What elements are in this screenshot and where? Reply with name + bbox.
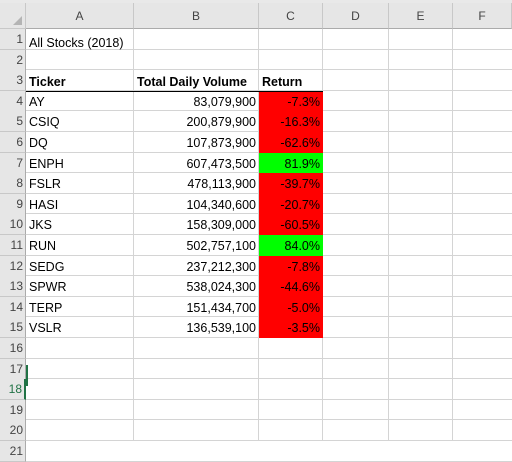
volume-cell[interactable]: 538,024,300 bbox=[186, 279, 256, 294]
gridline-vertical bbox=[258, 29, 259, 441]
return-cell[interactable]: -16.3% bbox=[259, 111, 323, 132]
volume-cell[interactable]: 502,757,100 bbox=[186, 238, 256, 253]
ticker-cell[interactable]: FSLR bbox=[29, 176, 61, 191]
volume-cell[interactable]: 104,340,600 bbox=[186, 197, 256, 212]
column-header-b[interactable]: B bbox=[134, 3, 259, 29]
row-header-21[interactable]: 21 bbox=[0, 441, 26, 462]
volume-cell[interactable]: 237,212,300 bbox=[186, 259, 256, 274]
gridline-horizontal bbox=[26, 69, 512, 70]
row-header-15[interactable]: 15 bbox=[0, 317, 26, 339]
ticker-cell[interactable]: JKS bbox=[29, 217, 52, 232]
ribbon-edge bbox=[0, 0, 512, 3]
row-header-14[interactable]: 14 bbox=[0, 296, 26, 318]
row-header-17[interactable]: 17 bbox=[0, 358, 26, 380]
volume-cell[interactable]: 83,079,900 bbox=[193, 94, 256, 109]
column-header-c[interactable]: C bbox=[259, 3, 323, 29]
row-header-1[interactable]: 1 bbox=[0, 29, 26, 50]
row-header-13[interactable]: 13 bbox=[0, 276, 26, 298]
row-header-12[interactable]: 12 bbox=[0, 255, 26, 277]
volume-cell[interactable]: 478,113,900 bbox=[187, 176, 256, 191]
row-header-4[interactable]: 4 bbox=[0, 90, 26, 112]
row-header-2[interactable]: 2 bbox=[0, 49, 26, 71]
gridline-horizontal bbox=[26, 90, 512, 91]
ticker-cell[interactable]: AY bbox=[29, 94, 45, 109]
row-header-20[interactable]: 20 bbox=[0, 420, 26, 442]
return-cell[interactable]: -39.7% bbox=[259, 173, 323, 194]
column-header-e[interactable]: E bbox=[389, 3, 453, 29]
gridline-horizontal bbox=[26, 358, 512, 359]
ticker-cell[interactable]: VSLR bbox=[29, 320, 62, 335]
return-cell[interactable]: -3.5% bbox=[259, 317, 323, 338]
row-header-16[interactable]: 16 bbox=[0, 338, 26, 359]
volume-cell[interactable]: 151,434,700 bbox=[186, 300, 256, 315]
select-all-triangle-icon bbox=[13, 16, 22, 25]
header-border bbox=[26, 91, 323, 92]
ticker-cell[interactable]: TERP bbox=[29, 300, 63, 315]
gridline-horizontal bbox=[26, 399, 512, 400]
return-cell[interactable]: -7.3% bbox=[259, 91, 323, 112]
ticker-cell[interactable]: RUN bbox=[29, 238, 57, 253]
row-header-19[interactable]: 19 bbox=[0, 399, 26, 421]
column-header-d[interactable]: D bbox=[323, 3, 389, 29]
gridline-vertical bbox=[388, 29, 389, 441]
ticker-cell[interactable]: CSIQ bbox=[29, 114, 60, 129]
header-volume[interactable]: Total Daily Volume bbox=[137, 74, 247, 89]
row-header-11[interactable]: 11 bbox=[0, 235, 26, 256]
return-cell[interactable]: 81.9% bbox=[259, 153, 323, 174]
row-header-8[interactable]: 8 bbox=[0, 173, 26, 195]
return-cell[interactable]: -44.6% bbox=[259, 276, 323, 297]
gridline-vertical bbox=[452, 29, 453, 441]
gridline-vertical bbox=[133, 29, 134, 441]
cell-a1-title[interactable]: All Stocks (2018) bbox=[29, 35, 124, 50]
ticker-cell[interactable]: DQ bbox=[29, 135, 48, 150]
gridline-horizontal bbox=[26, 49, 512, 50]
header-return[interactable]: Return bbox=[262, 74, 303, 89]
row-header-5[interactable]: 5 bbox=[0, 111, 26, 133]
gridline-horizontal bbox=[26, 419, 512, 420]
header-ticker[interactable]: Ticker bbox=[29, 74, 66, 89]
active-cell-indicator bbox=[26, 365, 28, 386]
select-all-button[interactable] bbox=[0, 3, 26, 29]
volume-cell[interactable]: 200,879,900 bbox=[186, 114, 256, 129]
return-cell[interactable]: -62.6% bbox=[259, 132, 323, 153]
row-header-18[interactable]: 18 bbox=[0, 379, 26, 401]
return-cell[interactable]: -20.7% bbox=[259, 194, 323, 215]
return-cell[interactable]: -7.8% bbox=[259, 256, 323, 277]
ticker-cell[interactable]: SEDG bbox=[29, 259, 65, 274]
row-header-7[interactable]: 7 bbox=[0, 152, 26, 174]
row-header-3[interactable]: 3 bbox=[0, 70, 26, 92]
volume-cell[interactable]: 158,309,000 bbox=[186, 217, 256, 232]
row-header-9[interactable]: 9 bbox=[0, 193, 26, 215]
ticker-cell[interactable]: ENPH bbox=[29, 156, 64, 171]
volume-cell[interactable]: 607,473,500 bbox=[186, 156, 256, 171]
row-header-6[interactable]: 6 bbox=[0, 132, 26, 153]
ticker-cell[interactable]: SPWR bbox=[29, 279, 67, 294]
volume-cell[interactable]: 107,873,900 bbox=[186, 135, 256, 150]
return-cell[interactable]: -5.0% bbox=[259, 297, 323, 318]
gridline-horizontal bbox=[26, 378, 512, 379]
row-header-10[interactable]: 10 bbox=[0, 214, 26, 236]
ticker-cell[interactable]: HASI bbox=[29, 197, 59, 212]
return-cell[interactable]: 84.0% bbox=[259, 235, 323, 256]
column-header-f[interactable]: F bbox=[453, 3, 512, 29]
column-header-a[interactable]: A bbox=[26, 3, 134, 29]
volume-cell[interactable]: 136,539,100 bbox=[186, 320, 256, 335]
return-cell[interactable]: -60.5% bbox=[259, 214, 323, 235]
